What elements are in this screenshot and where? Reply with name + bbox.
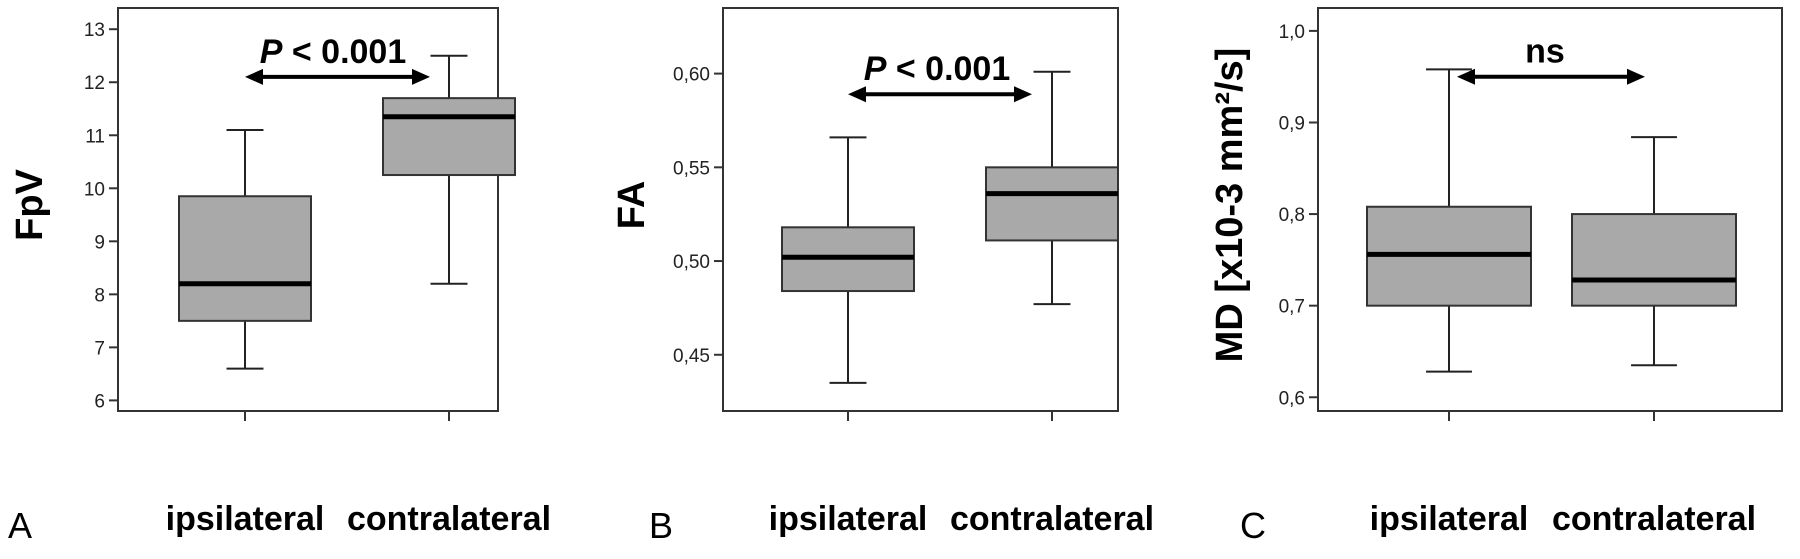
y-tick-label-c-3: 0,9 — [1279, 113, 1305, 134]
category-label-contralateral-a: contralateral — [347, 500, 551, 538]
annotation-arrowhead-right-c — [1627, 68, 1645, 85]
y-axis-label-c: MD [x10-3 mm²/s] — [1209, 48, 1251, 363]
panel-c: MD [x10-3 mm²/s] C ipsilateral contralat… — [1209, 7, 1783, 546]
annotation-arrowhead-left-c — [1457, 68, 1475, 85]
category-label-ipsilateral-c: ipsilateral — [1370, 500, 1529, 538]
panel-b: FA B ipsilateral contralateral 0,45 0,50 0… — [611, 7, 1154, 546]
annotation-arrowhead-left-a — [245, 68, 263, 85]
category-label-contralateral-b: contralateral — [950, 500, 1154, 538]
category-label-contralateral-c: contralateral — [1552, 500, 1756, 538]
annotation-p-symbol-a: P — [260, 33, 283, 71]
panel-label-c: C — [1240, 505, 1266, 546]
annotation-value-c: ns — [1525, 33, 1565, 71]
y-tick-label-a-2: 8 — [94, 285, 105, 306]
box-b-1 — [985, 166, 1119, 242]
y-tick-label-a-3: 9 — [94, 232, 105, 253]
y-tick-label-b-1: 0,50 — [673, 252, 710, 273]
panel-a: FpV A ipsilateral contralateral 6 7 8 9 10 11… — [8, 7, 551, 546]
annotation-value-a: < 0.001 — [282, 33, 406, 71]
annotation-value-b: < 0.001 — [886, 50, 1010, 88]
y-axis-label-a: FpV — [9, 168, 51, 240]
y-tick-label-a-5: 11 — [85, 126, 105, 147]
plot-frame-a — [117, 7, 499, 412]
y-tick-label-b-2: 0,55 — [673, 158, 710, 179]
y-tick-label-c-0: 0,6 — [1279, 388, 1305, 409]
annotation-arrowhead-left-b — [848, 86, 866, 103]
y-tick-label-a-6: 12 — [84, 73, 105, 94]
y-tick-label-c-1: 0,7 — [1279, 297, 1305, 318]
y-tick-label-c-4: 1,0 — [1279, 22, 1305, 43]
y-tick-label-b-0: 0,45 — [673, 346, 710, 367]
annotation-text-a: P < 0.001 — [260, 33, 407, 71]
annotation-arrowhead-right-a — [412, 68, 430, 85]
panel-label-b: B — [649, 505, 673, 546]
y-tick-label-a-4: 10 — [84, 179, 105, 200]
plot-frame-c — [1317, 7, 1783, 412]
panel-label-a: A — [8, 505, 32, 546]
y-tick-label-a-7: 13 — [84, 20, 105, 41]
category-label-ipsilateral-b: ipsilateral — [769, 500, 928, 538]
annotation-text-b: P < 0.001 — [864, 50, 1011, 88]
y-tick-label-b-3: 0,60 — [673, 65, 710, 86]
y-tick-label-c-2: 0,8 — [1279, 205, 1305, 226]
y-tick-label-a-0: 6 — [94, 391, 105, 412]
y-axis-label-b: FA — [611, 181, 653, 230]
box-a-0 — [178, 195, 312, 322]
box-c-1 — [1571, 213, 1737, 307]
category-label-ipsilateral-a: ipsilateral — [166, 500, 325, 538]
box-a-1 — [382, 97, 516, 177]
annotation-arrowhead-right-b — [1014, 86, 1032, 103]
annotation-text-c: ns — [1525, 33, 1565, 71]
y-tick-label-a-1: 7 — [94, 338, 105, 359]
annotation-p-symbol-b: P — [864, 50, 887, 88]
